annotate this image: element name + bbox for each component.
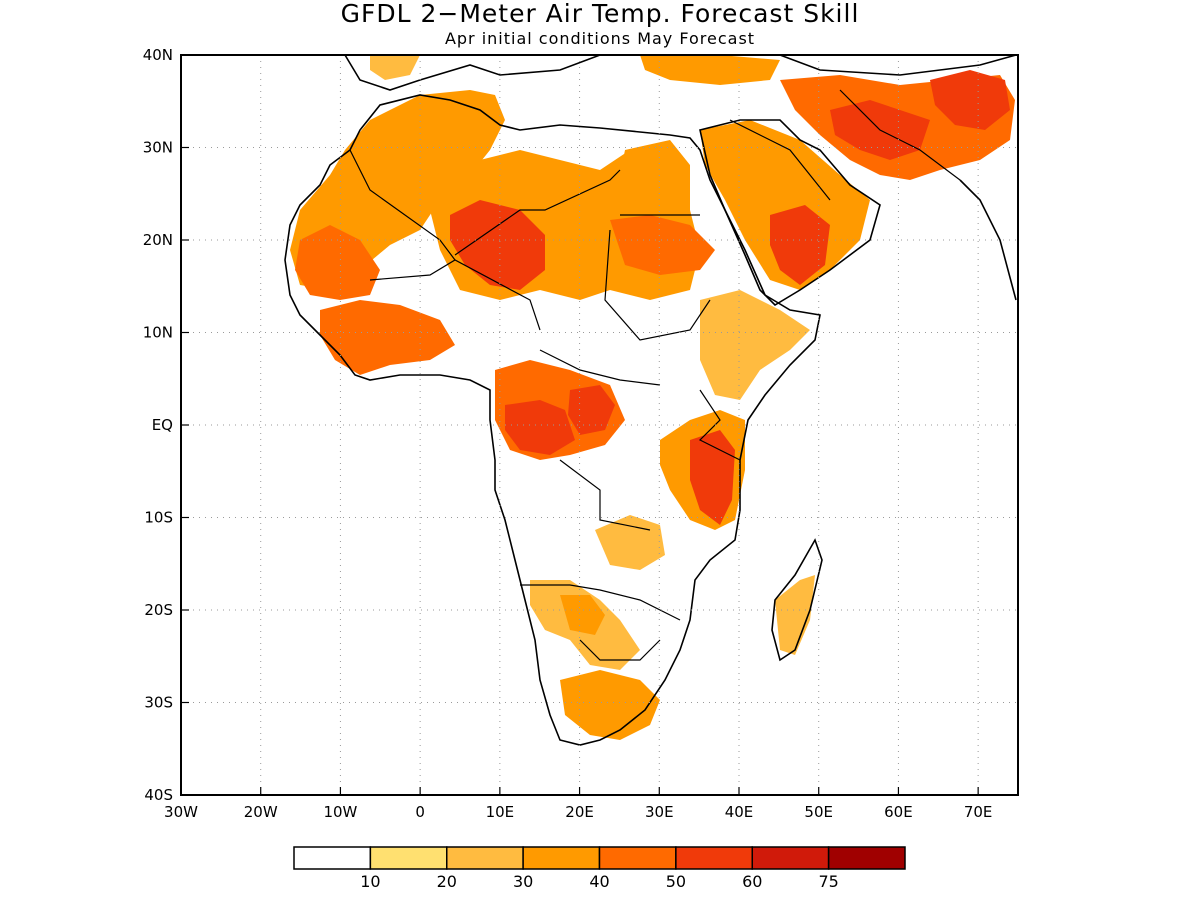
madagascar-coastline	[771, 538, 823, 662]
colorbar-label: 50	[666, 872, 686, 891]
lon-tick-label: 20E	[565, 803, 594, 821]
border-maghreb	[349, 149, 456, 261]
shade-madagascar	[775, 575, 815, 655]
shade-sahel-west	[295, 225, 380, 300]
europe-coastline	[344, 54, 601, 91]
colorbar-label: 60	[742, 872, 762, 891]
colorbar: 10 20 30 40 50 60 75	[293, 846, 906, 891]
colorbar-swatch	[751, 846, 830, 870]
lon-tick-label: 20W	[244, 803, 278, 821]
lat-tick-label: 20S	[144, 601, 173, 619]
border-iran	[839, 89, 961, 181]
india-coastline	[959, 179, 1017, 301]
border-southern	[520, 584, 681, 621]
colorbar-swatch	[598, 846, 677, 870]
lat-tick-label: EQ	[152, 416, 173, 434]
shade-south-africa	[560, 670, 660, 740]
shade-gulf-guinea	[320, 300, 455, 375]
lat-tick-label: 10S	[144, 509, 173, 527]
lat-tick-label: 30N	[143, 139, 173, 157]
colorbar-label: 20	[437, 872, 457, 891]
colorbar-swatch	[675, 846, 753, 870]
map-subtitle: Apr initial conditions May Forecast	[445, 29, 755, 48]
shade-chad-core	[450, 200, 545, 290]
colorbar-label: 30	[513, 872, 533, 891]
colorbar-label: 10	[360, 872, 380, 891]
lon-tick-label: 0	[415, 803, 425, 821]
border-sahara	[454, 169, 621, 256]
colorbar-swatch	[293, 846, 372, 870]
shade-zambia	[595, 515, 665, 570]
shade-tanzania-core	[690, 430, 735, 525]
africa-coastline	[284, 94, 821, 746]
colorbar-swatch	[446, 846, 524, 870]
asia-coastline	[779, 54, 1017, 76]
skill-shading	[290, 55, 1015, 740]
shade-arabia-core	[770, 205, 830, 285]
border-south	[579, 639, 661, 661]
lat-tick-label: 10N	[143, 324, 173, 342]
shade-horn	[700, 290, 810, 400]
lat-tick-label: 30S	[144, 694, 173, 712]
plot-area: 30W 20W 10W 0 10E 20E 30E 40E 50E 60E 70E 40N 30N 20N…	[143, 46, 1019, 821]
colorbar-swatch	[522, 846, 601, 870]
border-east	[698, 389, 741, 461]
colorbar-label: 75	[818, 872, 838, 891]
lon-tick-label: 40E	[725, 803, 754, 821]
shade-congo-core	[505, 400, 575, 455]
lon-tick-label: 70E	[964, 803, 993, 821]
lon-tick-label: 10E	[486, 803, 515, 821]
lon-tick-label: 10W	[323, 803, 357, 821]
shade-mediterranean-rim	[640, 55, 780, 85]
colorbar-swatch	[827, 846, 906, 870]
shade-afghan-core	[930, 70, 1010, 130]
colorbar-swatch	[369, 846, 448, 870]
border-sudan	[604, 229, 711, 341]
axis-ticks: 30W 20W 10W 0 10E 20E 30E 40E 50E 60E 70E 40N 30N 20N…	[143, 46, 993, 821]
border-sahel	[369, 259, 541, 331]
map-title: GFDL 2−Meter Air Temp. Forecast Skill	[341, 0, 860, 28]
arabia-coastline	[699, 119, 881, 307]
lat-tick-label: 40S	[144, 786, 173, 804]
lon-tick-label: 30W	[164, 803, 198, 821]
colorbar-label: 40	[589, 872, 609, 891]
lat-tick-label: 40N	[143, 46, 173, 64]
shade-nile	[610, 215, 715, 275]
shade-egypt	[620, 140, 690, 215]
country-borders	[349, 89, 961, 661]
border-central	[539, 349, 661, 386]
lat-tick-label: 20N	[143, 231, 173, 249]
shade-northwest-spain	[370, 55, 420, 80]
shade-angola-core	[560, 595, 605, 635]
lon-tick-label: 50E	[804, 803, 833, 821]
lon-tick-label: 30E	[645, 803, 674, 821]
lon-tick-label: 60E	[884, 803, 913, 821]
border-arabia	[729, 119, 831, 201]
coastlines	[284, 54, 1017, 746]
shade-arabia	[700, 120, 870, 290]
